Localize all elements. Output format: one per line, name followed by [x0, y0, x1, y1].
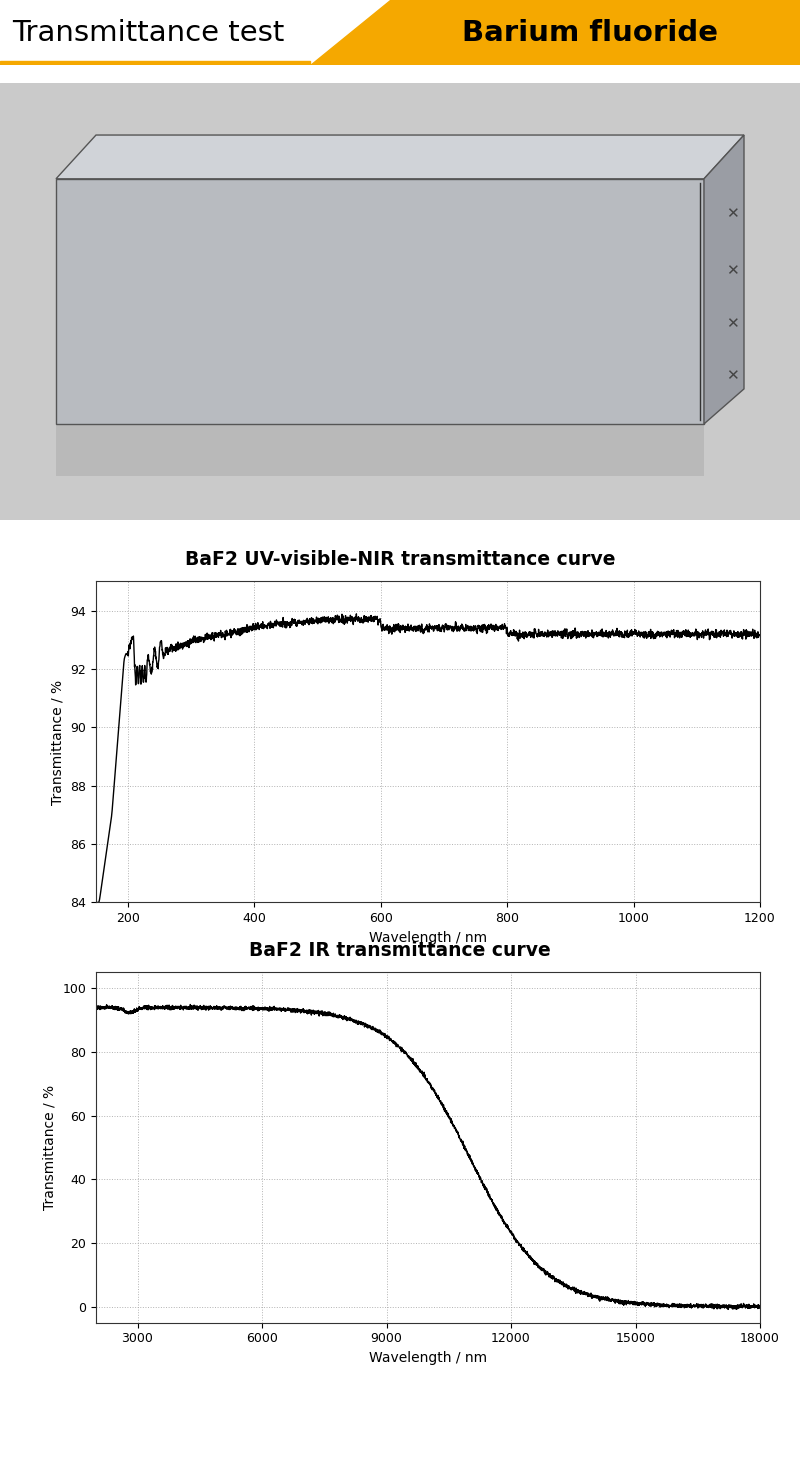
X-axis label: Wavelength / nm: Wavelength / nm: [369, 1351, 487, 1366]
Polygon shape: [56, 425, 704, 477]
Polygon shape: [56, 179, 704, 425]
Text: ✕: ✕: [726, 315, 738, 331]
X-axis label: Wavelength / nm: Wavelength / nm: [369, 931, 487, 945]
Polygon shape: [56, 136, 744, 179]
Bar: [0, 61, 310, 66]
Text: ✕: ✕: [726, 368, 738, 384]
Y-axis label: Transmittance / %: Transmittance / %: [43, 1085, 57, 1210]
Text: ✕: ✕: [726, 263, 738, 279]
Polygon shape: [704, 136, 744, 425]
Text: Transmittance test: Transmittance test: [12, 19, 284, 47]
Text: BaF2 UV-visible-NIR transmittance curve: BaF2 UV-visible-NIR transmittance curve: [185, 550, 615, 569]
Text: BaF2 IR transmittance curve: BaF2 IR transmittance curve: [249, 941, 551, 960]
Polygon shape: [310, 0, 800, 66]
Text: ✕: ✕: [726, 206, 738, 222]
Y-axis label: Transmittance / %: Transmittance / %: [50, 680, 65, 804]
Text: Barium fluoride: Barium fluoride: [462, 19, 718, 47]
